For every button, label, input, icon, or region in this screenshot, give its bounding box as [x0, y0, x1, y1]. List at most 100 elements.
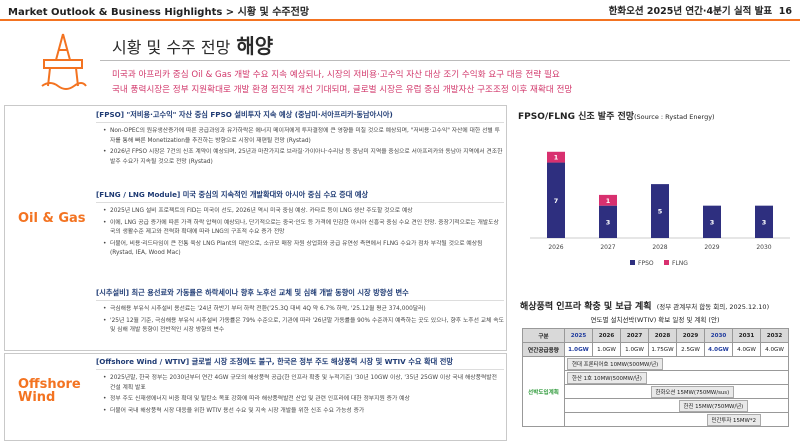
plan-bar: 한화오션 15MW(750MW/sus) [650, 385, 735, 398]
group-label: Oil & Gas [18, 211, 86, 226]
plan-row: 민간투자 15MW*2 [523, 412, 789, 427]
x-tick-label: 2026 [548, 244, 563, 251]
header-cell: 2030 [704, 328, 733, 343]
text-block: [FPSO] "저비용·고수익" 자산 중심 FPSO 설비투자 지속 예상 (… [96, 110, 504, 169]
bullet: 2025년말, 한국 정부는 2030년부터 연간 4GW 규모의 해상풍력 공… [103, 374, 504, 393]
bullet-list: 극심해용 부유식 시추설비 용선료는 '24년 하반기 부터 하락 전환('25… [96, 305, 504, 336]
supply-row: 연간공급용량 1.0GW 1.0GW 1.0GW 1.75GW 2.5GW 4.0GW 4.0… [522, 342, 789, 357]
plan-cell: 민간투자 15MW*2 [704, 412, 789, 427]
plan-bar: 민간투자 15MW*2 [706, 413, 762, 426]
header-cell: 2031 [732, 328, 761, 343]
group-box [4, 353, 507, 441]
text-block: [시추설비] 최근 용선료와 가동률은 하락세이나 향후 노후선 교체 및 심해… [96, 288, 504, 338]
section: Market Outlook & Business Highlights [8, 7, 223, 18]
empty-cell [564, 412, 705, 427]
title-accent: 해양 [236, 34, 274, 58]
plan-bar: 한진 15MW(750MW/년) [678, 399, 749, 412]
plan-row: 선박도입계획 현대 프론티어호 10MW(500MW/년) [522, 356, 789, 427]
plan-bar: 현대 프론티어호 10MW(500MW/년) [567, 357, 664, 370]
cell: 1.0GW [620, 342, 649, 357]
bullet: '25년 12월 기준, 극심해용 부유식 시추설비 가동률은 79% 수준으로… [103, 317, 504, 336]
bar-segment [651, 184, 669, 238]
table: 구분 2025 2026 2027 2028 2029 2030 2031 2032 연간공급용량… [522, 328, 789, 427]
bar-segment [703, 205, 721, 238]
table-title: 해상풍력 인프라 확충 및 보급 계획 [520, 302, 652, 312]
cell: 1.0GW [564, 342, 593, 357]
legend-swatch [630, 260, 635, 265]
bar-segment [547, 162, 565, 238]
text-block: [Offshore Wind / WTIV] 글로벌 시장 조정에도 불구, 한… [96, 357, 504, 418]
bullet: Non-OPEC의 원유생산증가에 따른 공급과잉과 유가하락은 에너지 메이저… [103, 127, 504, 146]
row-label: 선박도입계획 [522, 356, 565, 427]
value-label: 7 [554, 197, 559, 205]
block-heading: [Offshore Wind / WTIV] 글로벌 시장 조정에도 불구, 한… [96, 357, 504, 370]
block-heading: [시추설비] 최근 용선료와 가동률은 하락세이나 향후 노후선 교체 및 심해… [96, 288, 504, 301]
header-cell: 2028 [648, 328, 677, 343]
bullet: 더불어, 비용·리드타임이 큰 전통 육상 LNG Plant의 대안으로, 소… [103, 240, 504, 259]
bar-segment [547, 151, 565, 163]
cell: 4.0GW [760, 342, 789, 357]
value-label: 3 [710, 218, 715, 226]
header: Market Outlook & Business Highlights > 시… [0, 0, 800, 21]
rule [100, 60, 790, 61]
bar-segment [599, 205, 617, 238]
table-source: (정부 관계부처 합동 회의, 2025.12.10) [656, 303, 770, 311]
table-caption: 연도별 설치선박(WTIV) 확보 일정 및 계획 (안) [590, 316, 720, 324]
rig-icon [41, 33, 87, 90]
plan-cell: 한화오션 15MW(750MW/sus) [648, 384, 789, 399]
header-cell: 2025 [564, 328, 593, 343]
bullet: 2025년 LNG 설비 프로젝트의 FID는 미국이 선도, 2026년 역시… [103, 207, 504, 217]
x-tick-label: 2028 [652, 244, 667, 251]
cell: 1.0GW [592, 342, 621, 357]
x-tick-label: 2029 [704, 244, 719, 251]
plan-cell: 한산 1호 10MW(500MW/년) [564, 370, 789, 385]
cell: 2.5GW [676, 342, 705, 357]
plan-cell: 현대 프론티어호 10MW(500MW/년) [564, 356, 789, 371]
bullet: 더불어 국내 해상풍력 시장 대응을 위한 WTIV 용선 수요 및 지속 시장… [103, 407, 504, 417]
header-cell: 2026 [592, 328, 621, 343]
table-heading: 해상풍력 인프라 확충 및 보급 계획 (정부 관계부처 합동 회의, 2025… [520, 294, 769, 313]
chart-source: (Source : Rystad Energy) [634, 113, 715, 121]
header-cell: 2032 [760, 328, 789, 343]
bullet: 이에, LNG 공급 증가에 따른 가격 하락 압력이 예상되나, 단기적으로는… [103, 219, 504, 238]
chart: FPSO/FLNG 신조 발주 전망 (Source : Rystad Energ… [518, 110, 790, 267]
summary-line: 미국과 아프리카 중심 Oil & Gas 개발 수요 지속 예상되나, 시장의… [112, 70, 560, 80]
x-tick-label: 2027 [600, 244, 615, 251]
title-main: 시황 및 수주 전망 [112, 38, 231, 57]
legend-label: FLNG [672, 260, 688, 267]
value-label: 3 [606, 218, 611, 226]
value-label: 3 [762, 218, 767, 226]
empty-cell [564, 398, 677, 413]
legend-swatch [664, 260, 669, 265]
report-info: 한화오션 2025년 연간·4분기 실적 발표 16 [609, 3, 792, 17]
company: 한화오션 2025년 연간·4분기 실적 발표 [608, 6, 773, 17]
plan-bar: 한산 1호 10MW(500MW/년) [567, 371, 647, 384]
header-row: 구분 2025 2026 2027 2028 2029 2030 2031 2032 [522, 328, 789, 343]
cell: 1.75GW [648, 342, 677, 357]
value-label: 1 [554, 154, 559, 162]
bullet: 2026년 FPSO 시장은 7건의 신조 계약이 예상되며, 25년과 마찬가… [103, 148, 504, 167]
bar-segment [599, 194, 617, 206]
value-label: 5 [658, 208, 663, 216]
bullet: 정부 주도 신재생에너지 비중 확대 및 탈탄소 목표 강화에 따라 해상풍력발… [103, 395, 504, 405]
cell: 4.0GW [732, 342, 761, 357]
bullet-list: Non-OPEC의 원유생산증가에 따른 공급과잉과 유가하락은 에너지 메이저… [96, 127, 504, 167]
page-number: 16 [778, 6, 792, 17]
cell: 4.0GW [704, 342, 733, 357]
chart-title: FPSO/FLNG 신조 발주 전망 [518, 110, 635, 122]
plan-row: 한진 15MW(750MW/년) [523, 398, 789, 413]
row-label: 연간공급용량 [522, 342, 565, 357]
bar-segment [755, 205, 773, 238]
header-cell: 2029 [676, 328, 705, 343]
x-tick-label: 2030 [756, 244, 771, 251]
title: 시황 및 수주 전망 해양 [112, 30, 273, 59]
group-box [4, 105, 507, 351]
bullet-list: 2025년말, 한국 정부는 2030년부터 연간 4GW 규모의 해상풍력 공… [96, 374, 504, 416]
bullet-list: 2025년 LNG 설비 프로젝트의 FID는 미국이 선도, 2026년 역시… [96, 207, 504, 259]
group-label: Offshore Wind [18, 377, 81, 405]
block-heading: [FLNG / LNG Module] 미국 중심의 지속적인 개발확대와 아시… [96, 190, 504, 203]
crumb: > 시황 및 수주전망 [225, 7, 310, 18]
header-cell: 2027 [620, 328, 649, 343]
text-block: [FLNG / LNG Module] 미국 중심의 지속적인 개발확대와 아시… [96, 190, 504, 261]
